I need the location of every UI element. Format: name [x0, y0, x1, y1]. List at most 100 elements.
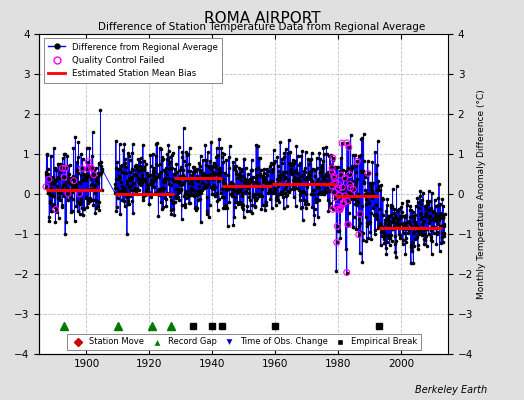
- Point: [337, 203, 346, 210]
- Point: [194, 197, 202, 204]
- Point: [162, 196, 170, 202]
- Point: [416, 210, 424, 217]
- Point: [389, 219, 398, 225]
- Point: [394, 207, 402, 213]
- Point: [344, 221, 353, 228]
- Point: [204, 149, 212, 155]
- Point: [218, 194, 226, 200]
- Point: [398, 200, 406, 206]
- Point: [270, 189, 278, 195]
- Point: [151, 176, 159, 183]
- Point: [153, 174, 161, 180]
- Point: [43, 190, 52, 196]
- Point: [401, 235, 410, 242]
- Point: [205, 202, 214, 208]
- Point: [71, 184, 80, 191]
- Point: [324, 173, 333, 179]
- Point: [353, 202, 361, 208]
- Point: [47, 153, 55, 159]
- Point: [272, 180, 281, 186]
- Point: [235, 188, 243, 194]
- Point: [357, 168, 365, 174]
- Point: [163, 157, 172, 163]
- Point: [223, 205, 231, 211]
- Point: [333, 239, 341, 246]
- Point: [436, 210, 445, 217]
- Point: [342, 168, 351, 174]
- Point: [230, 163, 238, 170]
- Point: [276, 190, 285, 197]
- Point: [118, 162, 126, 169]
- Point: [185, 145, 194, 151]
- Point: [259, 174, 268, 180]
- Point: [316, 178, 325, 185]
- Point: [167, 181, 176, 188]
- Point: [347, 167, 356, 173]
- Point: [423, 201, 432, 207]
- Point: [370, 212, 378, 219]
- Point: [345, 199, 353, 205]
- Point: [254, 184, 263, 190]
- Point: [46, 175, 54, 181]
- Point: [345, 144, 353, 151]
- Point: [47, 180, 56, 186]
- Point: [305, 172, 313, 178]
- Point: [308, 149, 316, 156]
- Point: [334, 185, 343, 191]
- Point: [290, 186, 299, 193]
- Point: [225, 143, 234, 149]
- Point: [307, 168, 315, 174]
- Point: [126, 177, 134, 183]
- Point: [191, 167, 200, 174]
- Point: [352, 226, 361, 232]
- Point: [438, 196, 446, 202]
- Point: [409, 229, 418, 236]
- Point: [228, 190, 236, 197]
- Point: [381, 217, 389, 224]
- Point: [328, 165, 336, 171]
- Point: [159, 187, 168, 193]
- Point: [269, 147, 278, 154]
- Point: [168, 176, 177, 182]
- Point: [310, 187, 318, 194]
- Point: [64, 191, 73, 197]
- Point: [151, 152, 160, 159]
- Point: [440, 220, 449, 227]
- Point: [66, 187, 74, 194]
- Point: [242, 188, 250, 194]
- Point: [302, 198, 310, 204]
- Point: [362, 196, 370, 202]
- Point: [127, 175, 136, 181]
- Point: [145, 189, 154, 195]
- Point: [219, 205, 227, 212]
- Point: [287, 161, 296, 167]
- Point: [258, 183, 266, 190]
- Point: [294, 175, 302, 181]
- Point: [304, 181, 312, 187]
- Point: [75, 190, 84, 197]
- Point: [194, 176, 203, 182]
- Point: [137, 182, 146, 188]
- Point: [48, 191, 56, 198]
- Point: [395, 224, 403, 230]
- Point: [42, 184, 50, 190]
- Point: [318, 169, 326, 175]
- Point: [414, 245, 422, 252]
- Point: [355, 216, 364, 222]
- Point: [217, 154, 226, 160]
- Point: [385, 218, 394, 225]
- Point: [375, 223, 384, 229]
- Point: [428, 251, 436, 257]
- Point: [239, 173, 247, 179]
- Point: [86, 198, 94, 204]
- Point: [181, 201, 190, 207]
- Point: [86, 182, 95, 189]
- Point: [373, 162, 381, 168]
- Point: [80, 204, 88, 211]
- Point: [185, 200, 194, 207]
- Point: [259, 176, 267, 183]
- Point: [158, 185, 166, 191]
- Point: [130, 185, 139, 192]
- Point: [113, 185, 121, 191]
- Point: [77, 198, 85, 205]
